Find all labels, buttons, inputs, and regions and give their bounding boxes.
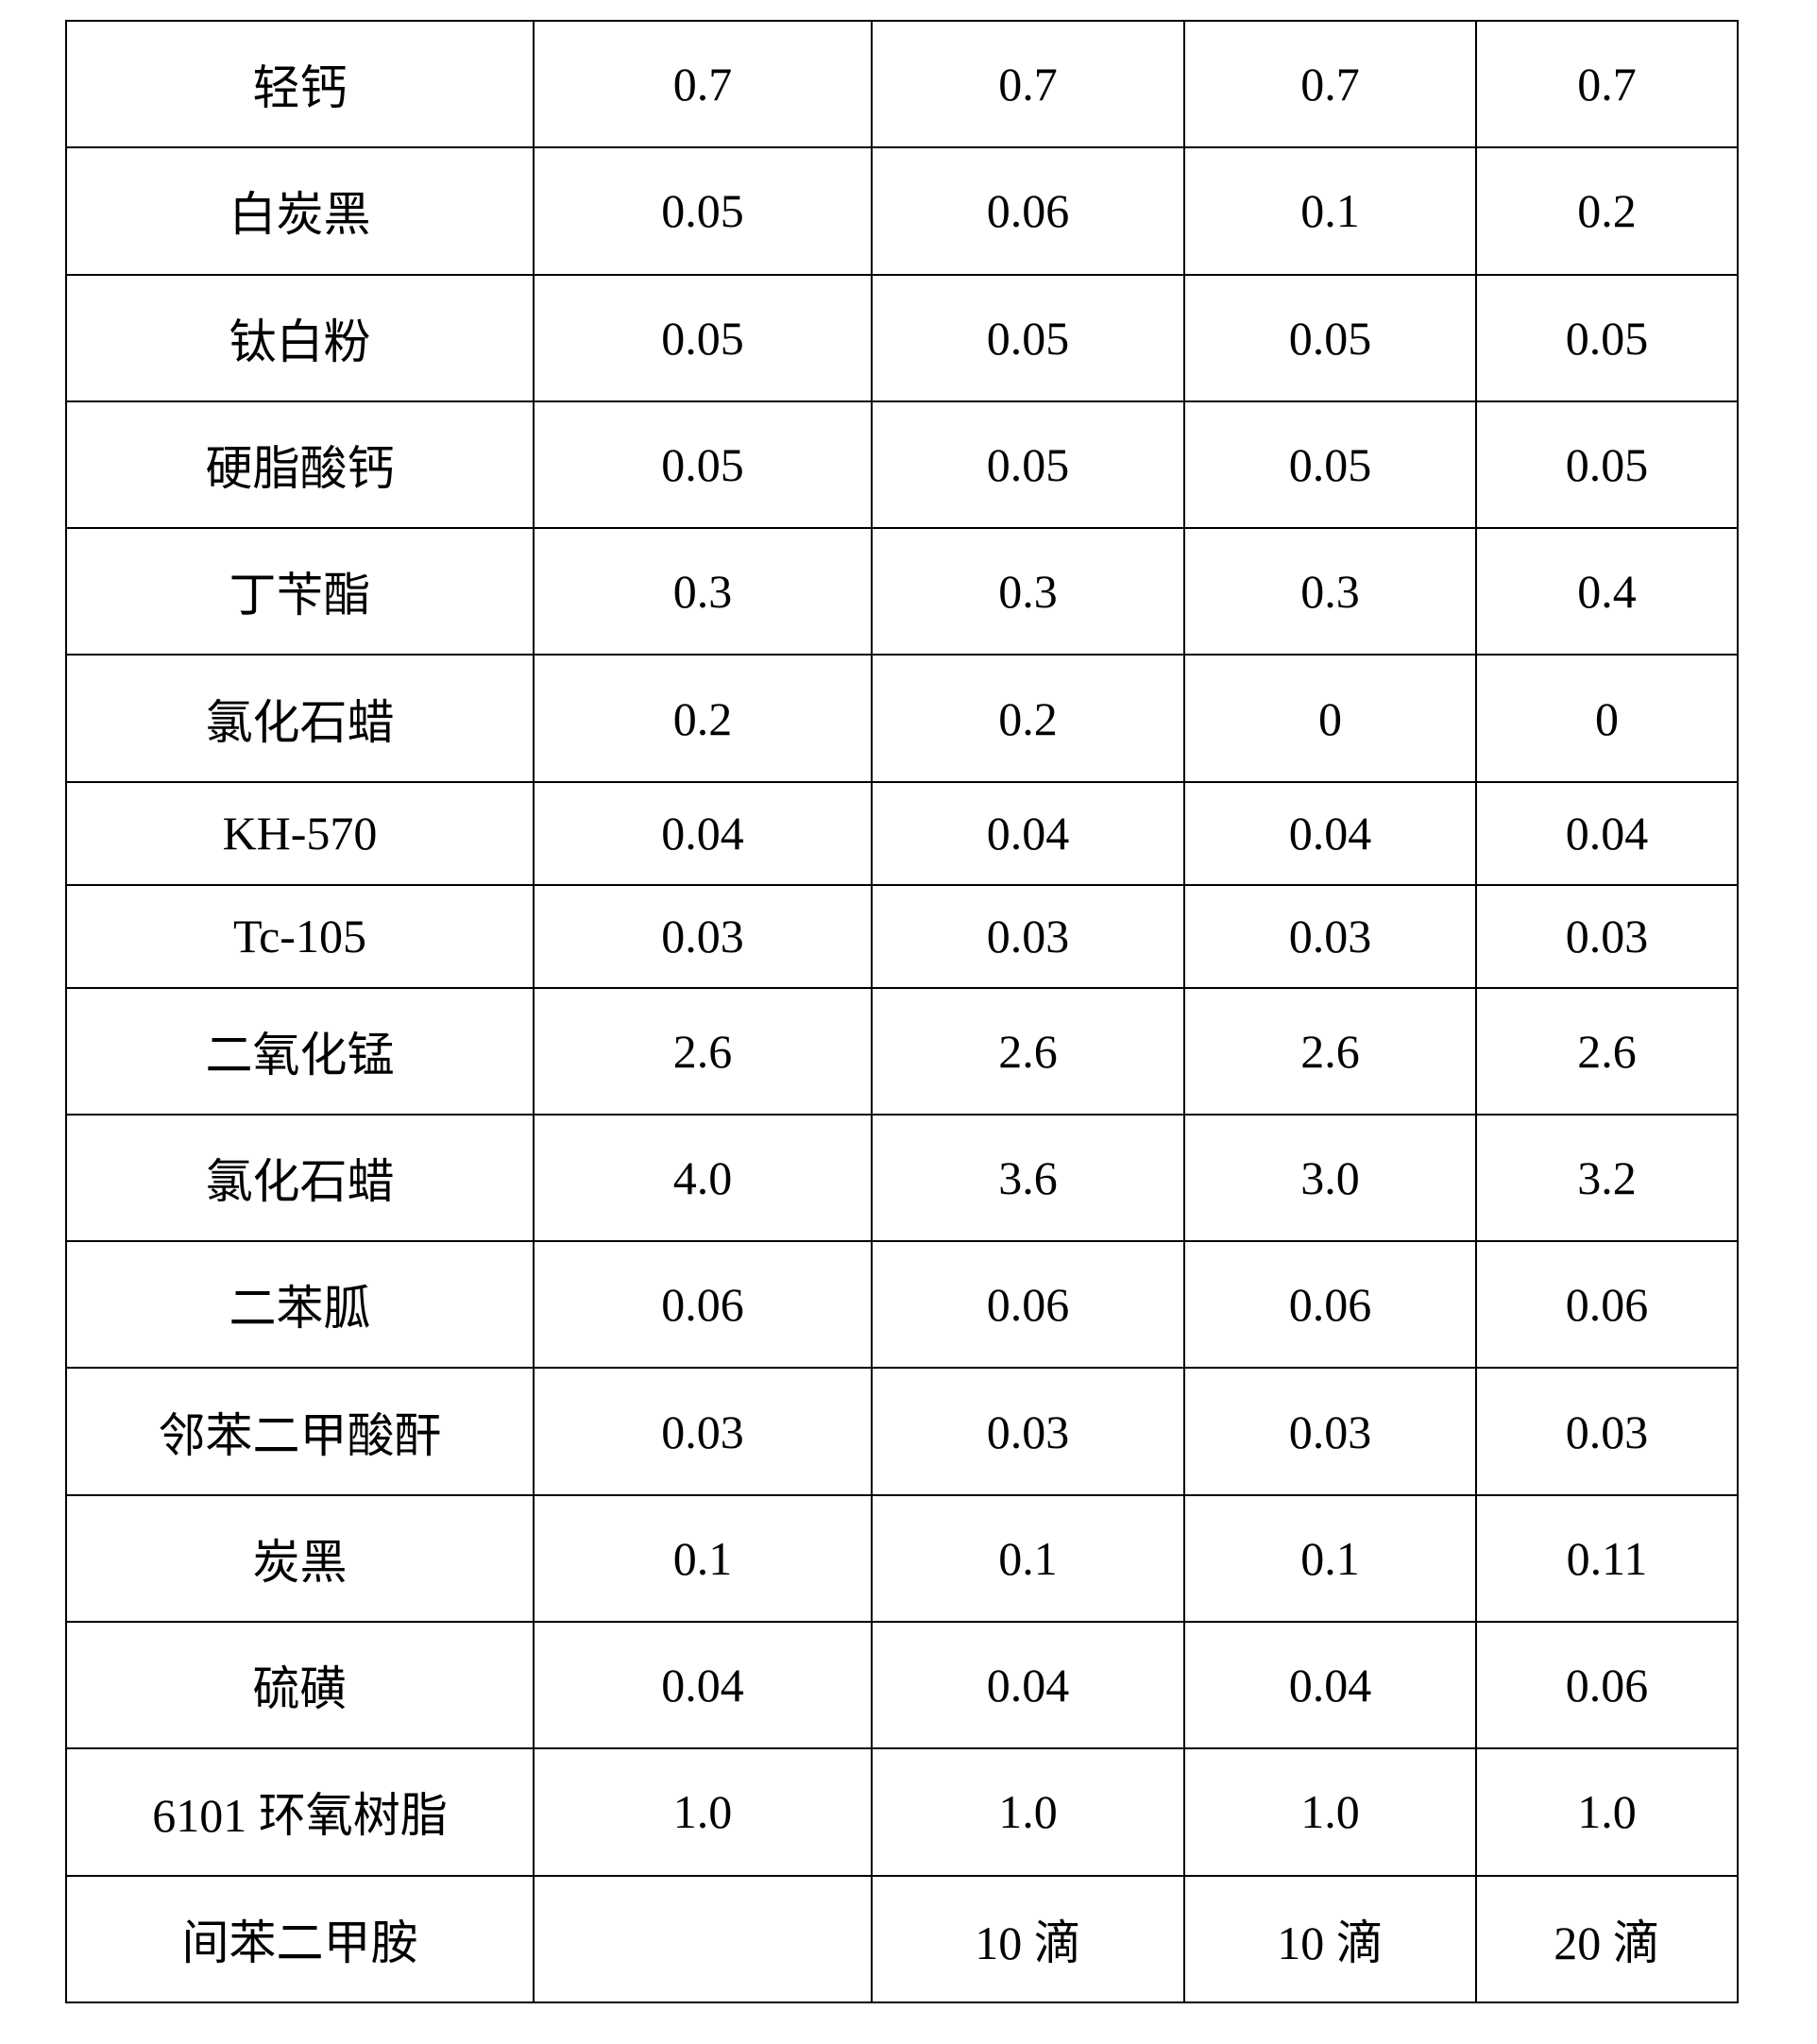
value-cell: 4.0: [534, 1115, 872, 1241]
value-cell: 0.7: [1476, 21, 1738, 147]
table-row: 丁苄酯0.30.30.30.4: [66, 528, 1738, 655]
table-row: 轻钙0.70.70.70.7: [66, 21, 1738, 147]
table-row: 钛白粉0.050.050.050.05: [66, 275, 1738, 401]
value-cell: 0.03: [534, 885, 872, 988]
value-cell: 0.05: [1476, 401, 1738, 528]
table-row: 6101 环氧树脂1.01.01.01.0: [66, 1748, 1738, 1875]
value-cell: 0.3: [534, 528, 872, 655]
ingredient-name-cell: 邻苯二甲酸酐: [66, 1368, 534, 1494]
ingredient-name-cell: 钛白粉: [66, 275, 534, 401]
value-cell: 0.05: [534, 275, 872, 401]
value-cell: 2.6: [1184, 988, 1476, 1115]
table-row: 白炭黑0.050.060.10.2: [66, 147, 1738, 274]
table-row: 氯化石蜡0.20.200: [66, 655, 1738, 781]
value-cell: 0.04: [1184, 1622, 1476, 1748]
value-cell: 0.03: [872, 1368, 1184, 1494]
value-cell: 0.3: [1184, 528, 1476, 655]
ingredient-name-cell: 硫磺: [66, 1622, 534, 1748]
table-row: 二苯胍0.060.060.060.06: [66, 1241, 1738, 1368]
value-cell: 0.04: [534, 1622, 872, 1748]
value-cell: 0.1: [1184, 147, 1476, 274]
table-row: Tc-1050.030.030.030.03: [66, 885, 1738, 988]
ingredient-name-cell: 氯化石蜡: [66, 655, 534, 781]
value-cell: 20 滴: [1476, 1876, 1738, 2002]
value-cell: 0.3: [872, 528, 1184, 655]
value-cell: 3.6: [872, 1115, 1184, 1241]
value-cell: 0.04: [872, 1622, 1184, 1748]
value-cell: 0: [1184, 655, 1476, 781]
table-row: 硫磺0.040.040.040.06: [66, 1622, 1738, 1748]
ingredient-name-cell: 间苯二甲胺: [66, 1876, 534, 2002]
value-cell: 3.2: [1476, 1115, 1738, 1241]
value-cell: 0.7: [872, 21, 1184, 147]
value-cell: 0.05: [872, 275, 1184, 401]
value-cell: 0.03: [1476, 885, 1738, 988]
value-cell: 0.7: [1184, 21, 1476, 147]
ingredient-name-cell: 二氧化锰: [66, 988, 534, 1115]
value-cell: 0.03: [1184, 885, 1476, 988]
value-cell: 0.1: [534, 1495, 872, 1622]
ingredient-name-cell: 硬脂酸钙: [66, 401, 534, 528]
value-cell: 1.0: [1184, 1748, 1476, 1875]
value-cell: 0.4: [1476, 528, 1738, 655]
formulation-table: 轻钙0.70.70.70.7白炭黑0.050.060.10.2钛白粉0.050.…: [65, 20, 1739, 2003]
value-cell: 0.06: [1476, 1241, 1738, 1368]
value-cell: 0.7: [534, 21, 872, 147]
value-cell: 10 滴: [1184, 1876, 1476, 2002]
value-cell: 0.1: [872, 1495, 1184, 1622]
value-cell: 0.04: [872, 782, 1184, 885]
ingredient-name-cell: Tc-105: [66, 885, 534, 988]
value-cell: 0.06: [872, 147, 1184, 274]
table-row: KH-5700.040.040.040.04: [66, 782, 1738, 885]
value-cell: 0.03: [1184, 1368, 1476, 1494]
value-cell: 3.0: [1184, 1115, 1476, 1241]
value-cell: 2.6: [872, 988, 1184, 1115]
value-cell: 0: [1476, 655, 1738, 781]
value-cell: 0.05: [1184, 275, 1476, 401]
table-row: 邻苯二甲酸酐0.030.030.030.03: [66, 1368, 1738, 1494]
value-cell: 0.2: [872, 655, 1184, 781]
value-cell: 0.03: [872, 885, 1184, 988]
ingredient-name-cell: 丁苄酯: [66, 528, 534, 655]
value-cell: 0.2: [534, 655, 872, 781]
value-cell: 0.03: [1476, 1368, 1738, 1494]
value-cell: 1.0: [1476, 1748, 1738, 1875]
value-cell: 1.0: [872, 1748, 1184, 1875]
value-cell: 0.06: [872, 1241, 1184, 1368]
ingredient-name-cell: KH-570: [66, 782, 534, 885]
table-row: 二氧化锰2.62.62.62.6: [66, 988, 1738, 1115]
ingredient-name-cell: 二苯胍: [66, 1241, 534, 1368]
value-cell: 0.1: [1184, 1495, 1476, 1622]
value-cell: 0.05: [534, 147, 872, 274]
table-row: 炭黑0.10.10.10.11: [66, 1495, 1738, 1622]
value-cell: 2.6: [534, 988, 872, 1115]
table-row: 间苯二甲胺10 滴10 滴20 滴: [66, 1876, 1738, 2002]
value-cell: 0.03: [534, 1368, 872, 1494]
value-cell: 0.2: [1476, 147, 1738, 274]
value-cell: 0.04: [1476, 782, 1738, 885]
value-cell: 0.11: [1476, 1495, 1738, 1622]
value-cell: 0.05: [1476, 275, 1738, 401]
value-cell: 0.04: [1184, 782, 1476, 885]
ingredient-name-cell: 氯化石蜡: [66, 1115, 534, 1241]
value-cell: 0.05: [872, 401, 1184, 528]
table-row: 氯化石蜡4.03.63.03.2: [66, 1115, 1738, 1241]
value-cell: 2.6: [1476, 988, 1738, 1115]
value-cell: 0.06: [1184, 1241, 1476, 1368]
table-row: 硬脂酸钙0.050.050.050.05: [66, 401, 1738, 528]
value-cell: [534, 1876, 872, 2002]
value-cell: 0.04: [534, 782, 872, 885]
value-cell: 0.05: [534, 401, 872, 528]
ingredient-name-cell: 白炭黑: [66, 147, 534, 274]
ingredient-name-cell: 6101 环氧树脂: [66, 1748, 534, 1875]
ingredient-name-cell: 轻钙: [66, 21, 534, 147]
value-cell: 1.0: [534, 1748, 872, 1875]
value-cell: 0.05: [1184, 401, 1476, 528]
value-cell: 0.06: [1476, 1622, 1738, 1748]
value-cell: 10 滴: [872, 1876, 1184, 2002]
ingredient-name-cell: 炭黑: [66, 1495, 534, 1622]
value-cell: 0.06: [534, 1241, 872, 1368]
